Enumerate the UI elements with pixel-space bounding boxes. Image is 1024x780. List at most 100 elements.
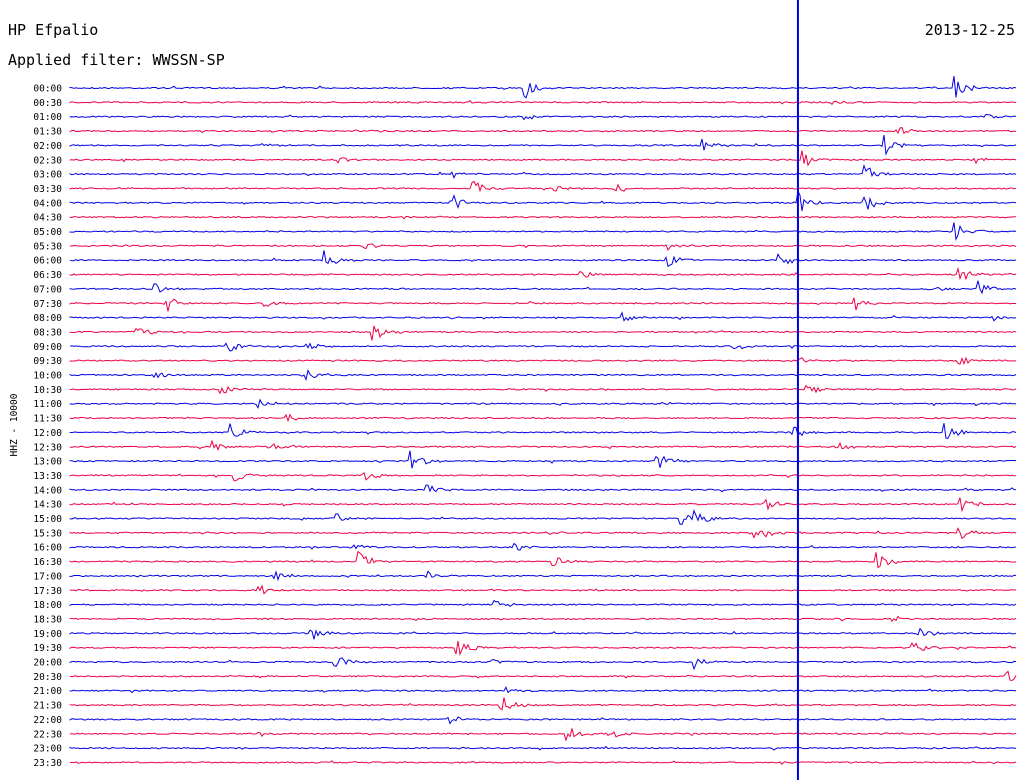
row-time-label: 17:00 (33, 571, 62, 582)
trace-row (69, 100, 1017, 105)
trace-row (69, 615, 1017, 623)
trace-row (69, 134, 1017, 156)
row-time-label: 00:30 (33, 98, 62, 109)
row-time-label: 05:30 (33, 241, 62, 252)
trace-row (69, 76, 1017, 99)
trace-row (69, 627, 1017, 640)
trace-row (69, 550, 1017, 569)
trace-row (69, 760, 1017, 766)
row-time-label: 20:00 (33, 658, 62, 669)
row-time-label: 23:30 (33, 758, 62, 769)
row-time-label: 06:30 (33, 270, 62, 281)
row-time-label: 22:30 (33, 729, 62, 740)
filter-label: Applied filter: WWSSN-SP (8, 51, 225, 69)
trace-row (69, 450, 1017, 469)
trace-row (69, 641, 1017, 657)
trace-row (69, 215, 1017, 220)
trace-row (69, 745, 1017, 751)
row-time-label: 05:00 (33, 227, 62, 238)
trace-row (69, 297, 1017, 312)
trace-row (69, 342, 1017, 352)
row-time-label: 19:00 (33, 629, 62, 640)
row-time-label: 17:30 (33, 586, 62, 597)
row-time-label: 03:30 (33, 184, 62, 195)
row-time-label: 12:30 (33, 442, 62, 453)
row-time-label: 07:30 (33, 299, 62, 310)
row-time-label: 13:00 (33, 457, 62, 468)
row-time-label: 06:00 (33, 256, 62, 267)
row-time-label: 16:30 (33, 557, 62, 568)
row-time-label: 04:30 (33, 213, 62, 224)
row-time-label: 19:30 (33, 643, 62, 654)
row-time-label: 11:00 (33, 399, 62, 410)
row-time-label: 15:00 (33, 514, 62, 525)
row-time-label: 02:00 (33, 141, 62, 152)
row-time-label: 21:00 (33, 686, 62, 697)
trace-row (69, 570, 1016, 582)
row-time-label: 18:30 (33, 614, 62, 625)
trace-row (69, 584, 1017, 595)
row-time-label: 10:00 (33, 371, 62, 382)
station-title: HP Efpalio (8, 21, 98, 39)
row-time-label: 11:30 (33, 414, 62, 425)
trace-row (69, 384, 1017, 395)
trace-row (69, 356, 1016, 366)
trace-rows: 00:00 00:30 01:00 01:30 02:00 02:30 03:00 03:30… (33, 76, 1017, 769)
trace-row (69, 189, 1017, 211)
trace-row (69, 439, 1017, 451)
trace-row (69, 180, 1017, 193)
row-time-label: 20:30 (33, 672, 62, 683)
trace-row (69, 542, 1017, 551)
trace-row (69, 599, 1017, 608)
row-time-label: 18:00 (33, 600, 62, 611)
trace-row (69, 150, 1017, 167)
trace-row (69, 311, 1017, 322)
trace-row (69, 113, 1017, 121)
trace-row (69, 657, 1017, 671)
row-time-label: 09:00 (33, 342, 62, 353)
row-time-label: 21:30 (33, 701, 62, 712)
row-time-label: 12:00 (33, 428, 62, 439)
trace-row (69, 670, 1017, 682)
channel-axis-label: HHZ - 10000 (9, 393, 20, 456)
trace-row (69, 716, 1017, 725)
trace-row (69, 164, 1017, 179)
row-time-label: 14:00 (33, 485, 62, 496)
row-time-label: 14:30 (33, 500, 62, 511)
row-time-label: 16:00 (33, 543, 62, 554)
row-time-label: 00:00 (33, 84, 62, 95)
row-time-label: 10:30 (33, 385, 62, 396)
row-time-label: 22:00 (33, 715, 62, 726)
row-time-label: 09:30 (33, 356, 62, 367)
trace-row (69, 250, 1017, 268)
row-time-label: 03:00 (33, 170, 62, 181)
trace-row (69, 685, 1017, 694)
trace-row (69, 423, 1017, 439)
row-time-label: 07:00 (33, 284, 62, 295)
trace-row (69, 728, 1017, 742)
trace-row (69, 398, 1017, 409)
row-time-label: 08:00 (33, 313, 62, 324)
row-time-label: 13:30 (33, 471, 62, 482)
row-time-label: 15:30 (33, 528, 62, 539)
trace-row (69, 497, 1017, 513)
trace-row (69, 222, 1017, 242)
row-time-label: 23:00 (33, 744, 62, 755)
row-time-label: 08:30 (33, 327, 62, 338)
date-label: 2013-12-25 (925, 21, 1015, 39)
trace-row (69, 471, 1016, 482)
trace-row (69, 508, 1017, 525)
row-time-label: 01:30 (33, 127, 62, 138)
trace-row (69, 280, 1017, 295)
row-time-label: 02:30 (33, 155, 62, 166)
trace-row (69, 325, 1017, 341)
trace-row (69, 697, 1017, 711)
trace-row (69, 127, 1017, 135)
trace-row (69, 527, 1017, 540)
trace-row (69, 369, 1017, 382)
row-time-label: 04:00 (33, 198, 62, 209)
trace-row (69, 413, 1016, 423)
trace-row (69, 243, 1017, 252)
trace-row (69, 484, 1017, 493)
